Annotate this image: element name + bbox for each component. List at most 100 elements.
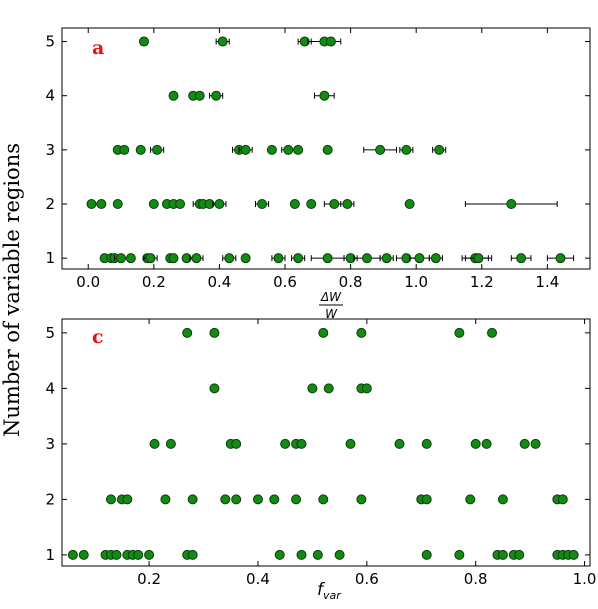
data-point [209,383,220,394]
data-point [414,253,425,264]
data-point [323,383,334,394]
panel-a-xlabel-denominator: W [325,307,338,321]
data-point [555,253,566,264]
data-point [240,144,251,155]
data-point [334,549,345,560]
data-point [138,36,149,47]
data-point [257,199,268,210]
data-point [217,36,228,47]
data-point [187,494,198,505]
x-tick-label: 0.4 [207,273,231,291]
data-point [168,253,179,264]
x-tick-label: 0.6 [355,570,379,588]
data-point [289,199,300,210]
data-point [283,144,294,155]
data-point [568,549,579,560]
data-point [421,438,432,449]
data-point [175,199,186,210]
data-point [273,253,284,264]
y-tick-label: 4 [45,87,55,105]
data-point [191,253,202,264]
panel-a: a ΔW W 0.0 0.2 0.4 0.6 0.8 1.0 1.2 1.4 1 2 3 4 5 [45,27,591,321]
data-point [122,494,133,505]
data-point [78,549,89,560]
data-point [194,90,205,101]
data-point [111,549,122,560]
x-tick-label: 1.0 [404,273,428,291]
data-point [361,383,372,394]
x-tick-label: 0.8 [464,570,488,588]
data-point [231,438,242,449]
data-point [96,199,107,210]
data-point [187,549,198,560]
panel-c-xlabel-sub: var [323,589,342,602]
data-point [220,494,231,505]
y-axis-title: Number of variable regions [0,143,24,437]
data-point [165,438,176,449]
y-tick-label: 1 [45,546,55,564]
data-point [404,199,415,210]
data-point [318,494,329,505]
data-point [497,549,508,560]
data-point [182,327,193,338]
data-point [375,144,386,155]
data-point [160,494,171,505]
data-point [240,253,251,264]
data-point [269,494,280,505]
data-point [119,144,130,155]
data-point [322,253,333,264]
data-point [125,253,136,264]
data-point [209,327,220,338]
data-point [481,438,492,449]
x-tick-label: 1.2 [470,273,494,291]
panel-a-x-axis-title: ΔW W [319,290,343,321]
data-point [296,438,307,449]
data-point [149,438,160,449]
data-point [152,144,163,155]
data-point [381,253,392,264]
panel-c-letter: c [92,326,104,348]
data-point [133,549,144,560]
data-point [274,549,285,560]
data-point [519,438,530,449]
data-point [319,90,330,101]
data-point [361,253,372,264]
data-point [401,144,412,155]
data-point [252,494,263,505]
data-point [112,199,123,210]
x-tick-label: 1.0 [573,570,597,588]
y-tick-label: 4 [45,379,55,397]
data-point [516,253,527,264]
data-point [473,253,484,264]
data-point [514,549,525,560]
data-point [105,494,116,505]
data-point [454,327,465,338]
data-point [421,494,432,505]
data-point [345,438,356,449]
data-point [231,494,242,505]
x-tick-label: 0.6 [273,273,297,291]
panel-c-xlabel-main: f [317,580,326,600]
data-point [306,199,317,210]
y-tick-label: 5 [45,33,55,51]
data-point [280,438,291,449]
data-point [116,253,127,264]
data-point [421,549,432,560]
y-tick-label: 2 [45,490,55,508]
data-point [394,438,405,449]
data-point [168,90,179,101]
data-point [329,199,340,210]
x-tick-label: 1.4 [535,273,559,291]
data-point [67,549,78,560]
panel-a-letter: a [92,37,104,59]
data-point [293,144,304,155]
data-point [296,549,307,560]
data-point [307,383,318,394]
data-point [342,199,353,210]
y-tick-label: 5 [45,324,55,342]
data-point [465,494,476,505]
data-point [487,327,498,338]
data-point [430,253,441,264]
x-tick-label: 0.2 [142,273,166,291]
